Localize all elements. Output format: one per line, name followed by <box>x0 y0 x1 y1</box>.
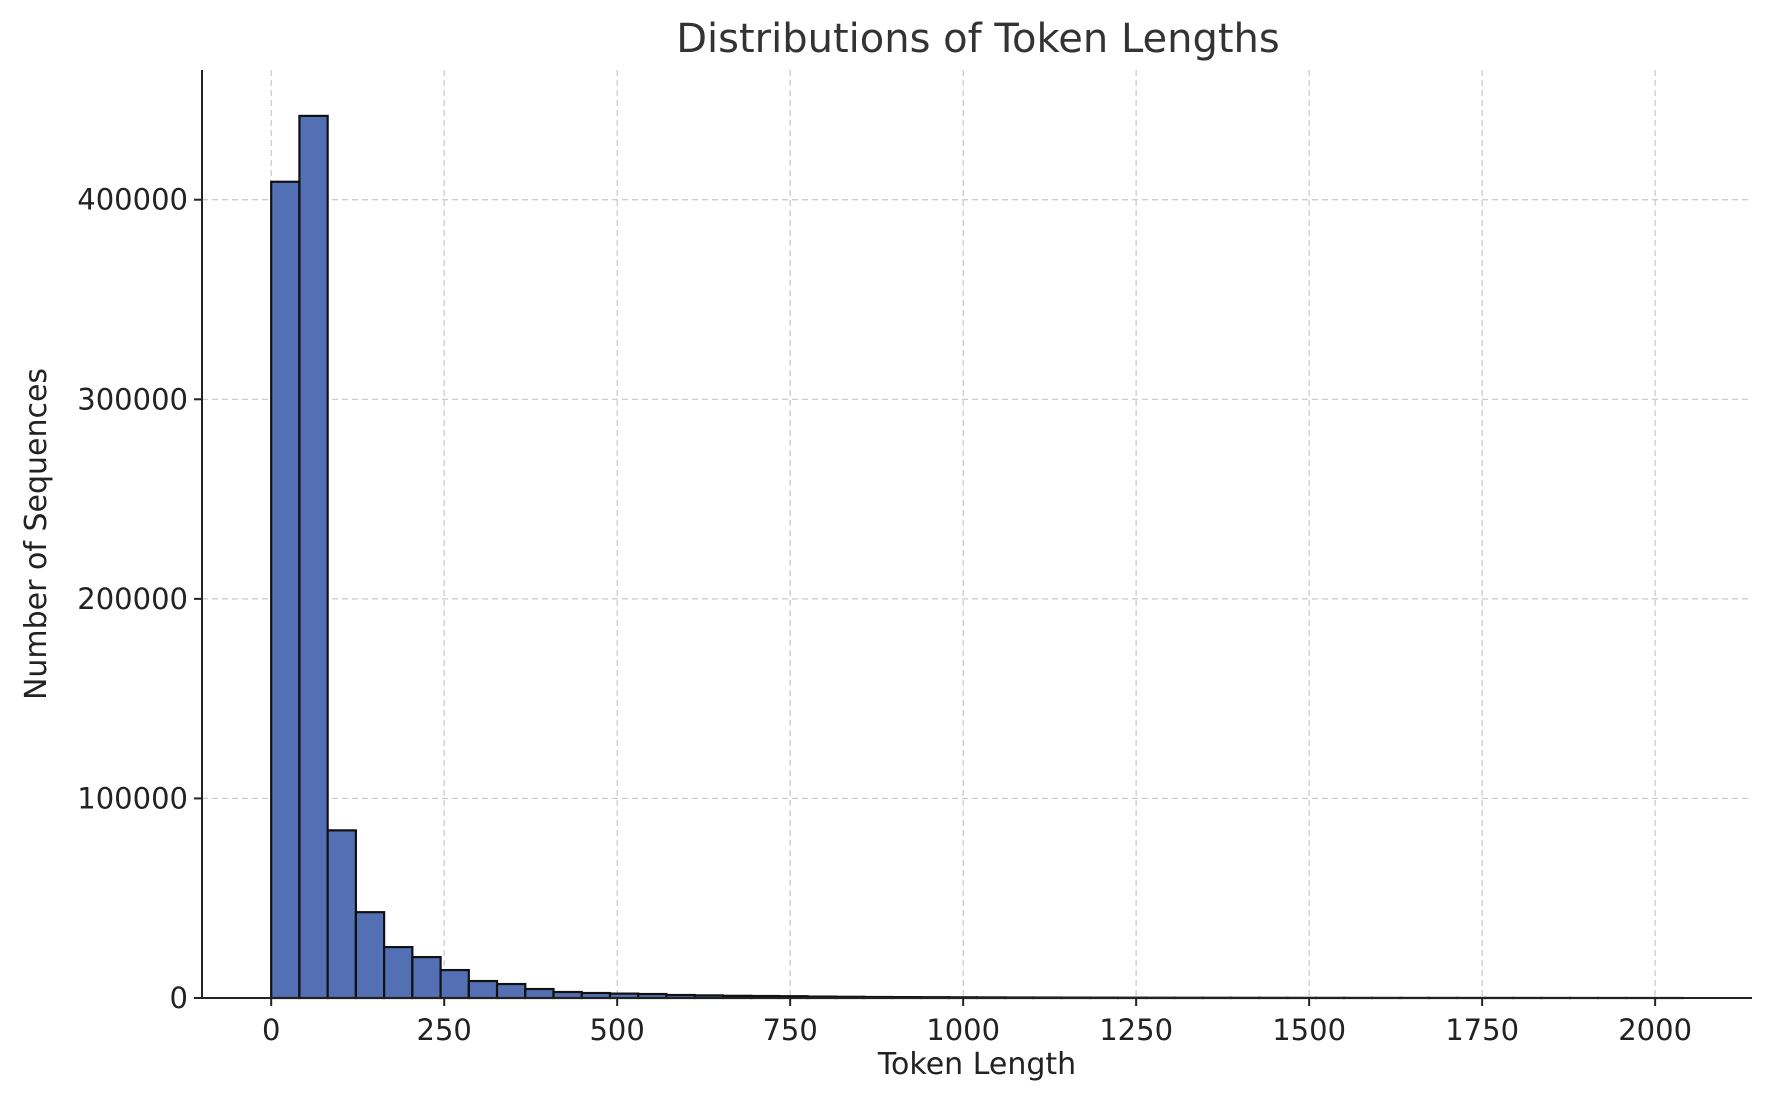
histogram-bar <box>495 982 527 1000</box>
histogram-bar <box>524 987 555 1000</box>
y-tick-label: 0 <box>170 981 188 1015</box>
histogram-bar <box>354 911 386 1000</box>
x-tick-label: 0 <box>262 1013 280 1047</box>
histogram-bar <box>326 829 357 1000</box>
y-tick-label: 400000 <box>77 183 188 217</box>
histogram-bar <box>439 968 470 1000</box>
chart-title: Distributions of Token Lengths <box>676 16 1280 62</box>
y-axis-label: Number of Sequences <box>19 368 54 700</box>
x-tick-label: 1000 <box>926 1013 1000 1047</box>
x-tick-label: 1750 <box>1445 1013 1519 1047</box>
y-tick-label: 300000 <box>77 382 188 416</box>
y-tick-label: 200000 <box>77 582 188 616</box>
histogram-bar <box>298 114 329 1000</box>
histogram-bar <box>411 955 442 1000</box>
histogram-bar <box>270 180 301 1000</box>
x-tick-label: 250 <box>417 1013 472 1047</box>
axes <box>201 70 1752 999</box>
x-tick-label: 750 <box>762 1013 817 1047</box>
x-tick-label: 1500 <box>1272 1013 1346 1047</box>
x-tick-label: 1250 <box>1099 1013 1173 1047</box>
histogram-bar <box>467 979 499 1000</box>
histogram-bar <box>383 946 414 1000</box>
x-tick-label: 500 <box>589 1013 644 1047</box>
y-tick-label: 100000 <box>77 781 188 815</box>
x-tick-label: 2000 <box>1618 1013 1692 1047</box>
gridlines <box>202 70 1752 998</box>
x-axis-label: Token Length <box>877 1047 1076 1082</box>
ticks: 0 250 500 750 1000 1250 1500 1750 2000 0 100000 200… <box>77 183 1692 1047</box>
bars <box>270 114 1684 1000</box>
